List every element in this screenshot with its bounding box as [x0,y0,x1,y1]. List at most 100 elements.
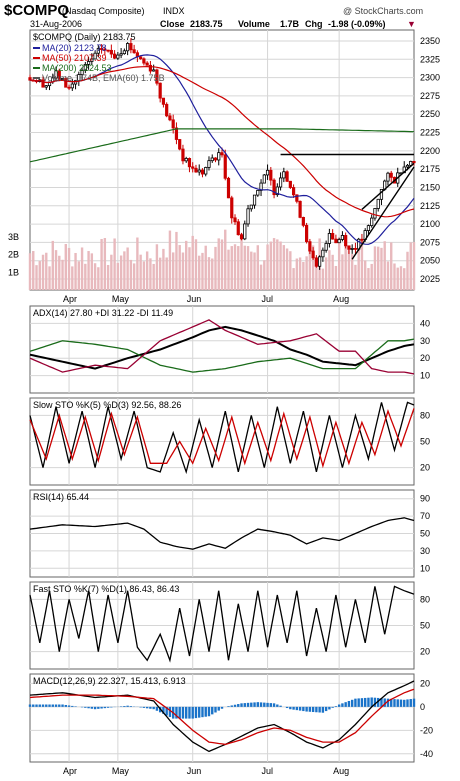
volume-bar [256,245,259,290]
candle-body [233,217,237,223]
volume-bar [302,261,305,290]
chg-value: -1.98 (-0.09%) [328,19,386,29]
volume-bar [403,268,406,290]
candle-body [272,179,276,196]
y-tick-label: 80 [420,594,430,604]
y-tick-label: 2325 [420,54,440,64]
macd-histogram-bar [48,704,51,707]
exchange-label: INDX [163,6,185,16]
candle-body [106,49,110,52]
macd-histogram-bar [237,704,240,707]
volume-bar [93,263,97,290]
candle-body [67,86,71,89]
y-tick-label: 20 [420,463,430,473]
volume-bar [185,240,188,290]
macd-histogram-bar [324,706,328,712]
macd-histogram-bar [243,703,246,707]
candle-body [54,70,58,79]
candle-body [324,243,328,251]
candle-body [126,43,130,52]
volume-bar [181,252,185,290]
volume-bar [178,245,181,290]
macd-histogram-bar [38,704,41,707]
volume-bar [58,255,61,290]
chg-arrow-icon: ▼ [407,19,416,29]
candle-body [288,180,292,188]
series-line-signal [29,688,415,746]
macd-histogram-bar [152,706,155,710]
volume-bar [331,254,334,290]
volume-bar [188,247,191,290]
candle-body [64,78,68,88]
volume-bar [80,247,84,290]
candle-body [291,187,296,196]
macd-histogram-bar [198,706,201,718]
macd-histogram-bar [149,706,152,709]
candle-body [308,241,312,252]
candle-body [139,56,143,60]
macd-histogram-bar [263,702,266,707]
macd-histogram-bar [214,706,217,713]
volume-bar [211,258,214,290]
macd-histogram-bar [272,703,276,707]
candle-body [158,82,162,99]
macd-histogram-bar [162,706,165,714]
volume-bar [84,263,87,290]
volume-bar [233,244,237,290]
candle-body [340,235,345,240]
candle-body [347,245,351,250]
macd-histogram-bar [217,706,220,711]
candle-body [379,188,384,200]
candle-body [389,172,393,178]
volume-bar [162,248,165,290]
candle-body [353,248,358,250]
macd-histogram-bar [383,698,386,707]
volume-bar [201,252,204,290]
macd-histogram-bar [354,698,357,707]
watermark: @ StockCharts.com [343,6,423,16]
volume-bar [412,242,416,290]
volume-bar [272,238,276,290]
macd-histogram-bar [233,704,237,707]
series-line--di [29,319,415,375]
series-line-macd-12-26-9- [29,680,415,753]
candle-body [93,52,97,60]
macd-histogram-bar [341,703,344,707]
volume-bar [406,251,409,290]
volume-bar [311,245,315,290]
volume-bar [158,257,162,290]
candle-body [331,233,335,240]
y-tick-label: 2275 [420,91,440,101]
candle-body [213,157,218,161]
candle-body [301,216,305,226]
volume-bar [266,244,269,290]
y-tick-label: 2100 [420,219,440,229]
month-label: Aug [333,766,349,776]
macd-histogram-bar [240,703,243,707]
volume-bar [214,246,217,290]
candle-body [171,119,175,129]
macd-histogram-bar [93,706,97,710]
close-value: 2183.75 [190,19,223,29]
panels: 2025205020752100212521502175220022252250… [8,29,440,776]
candle-body [168,115,172,121]
macd-histogram-bar [45,704,48,707]
macd-histogram-bar [292,706,295,710]
month-label: Apr [63,294,77,304]
macd-histogram-bar [412,698,416,707]
volume-bar [360,240,364,290]
candle-body [178,139,182,150]
volume-bar [315,260,318,290]
macd-histogram-bar [194,706,198,719]
series-line--di [29,338,415,373]
y-tick-label: 2175 [420,164,440,174]
macd-histogram-bar [370,697,373,707]
candle-body [295,194,299,202]
volume-bar [386,261,390,290]
trendline [351,166,415,260]
macd-histogram-bar [393,699,396,707]
volume-bar [337,237,341,290]
macd-histogram-bar [54,704,58,707]
candle-body [370,217,374,227]
candle-body [116,54,120,59]
